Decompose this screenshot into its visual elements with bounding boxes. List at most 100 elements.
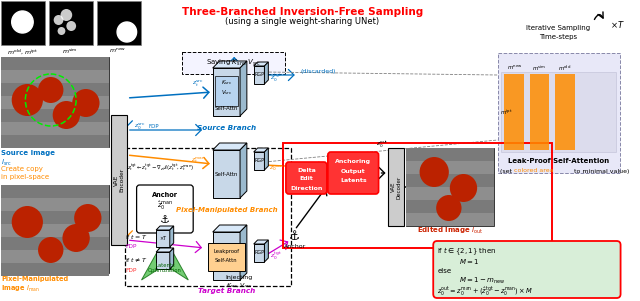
Circle shape xyxy=(54,15,63,25)
Polygon shape xyxy=(212,143,247,150)
Text: $m^{\rm old}$: $m^{\rm old}$ xyxy=(558,63,572,73)
Text: if $t = T$: if $t = T$ xyxy=(125,233,147,241)
Text: Self-Attn: Self-Attn xyxy=(215,259,237,263)
Bar xyxy=(406,174,493,187)
Circle shape xyxy=(52,101,80,129)
Text: if $t \in \{2, 1\}$ then: if $t \in \{2, 1\}$ then xyxy=(437,245,497,257)
Bar xyxy=(1,211,109,224)
Circle shape xyxy=(58,27,65,35)
Text: Target Branch: Target Branch xyxy=(198,288,255,294)
Bar xyxy=(253,244,264,262)
Polygon shape xyxy=(212,225,247,232)
Bar xyxy=(1,70,109,83)
Bar xyxy=(1,57,109,147)
Text: $z_0^{\rm src}$: $z_0^{\rm src}$ xyxy=(134,122,145,132)
Bar xyxy=(406,187,493,200)
Text: Saving $K_{\rm src}, V_{\rm src}$: Saving $K_{\rm src}, V_{\rm src}$ xyxy=(205,58,261,68)
Text: RGP: RGP xyxy=(254,250,264,256)
Circle shape xyxy=(450,174,477,202)
Bar xyxy=(1,96,109,109)
Polygon shape xyxy=(264,240,268,262)
Text: $m^{\rm new}$: $m^{\rm new}$ xyxy=(506,64,522,72)
Circle shape xyxy=(12,84,43,116)
Bar xyxy=(1,263,109,276)
Text: Create copy: Create copy xyxy=(1,166,43,172)
Text: else: else xyxy=(437,268,451,274)
Bar xyxy=(156,252,170,269)
Text: FDP: FDP xyxy=(125,268,136,272)
Text: FDP: FDP xyxy=(125,244,136,249)
Text: $z_0^{\rm tgt}$: $z_0^{\rm tgt}$ xyxy=(270,250,282,262)
Polygon shape xyxy=(253,62,268,66)
Text: $M = 1$: $M = 1$ xyxy=(459,256,479,265)
Bar xyxy=(156,230,170,247)
Text: $m^{\rm sim}$: $m^{\rm sim}$ xyxy=(532,63,547,73)
Text: Leakproof: Leakproof xyxy=(213,250,239,255)
Bar xyxy=(1,185,109,198)
Polygon shape xyxy=(240,143,247,198)
Bar xyxy=(111,115,127,245)
Polygon shape xyxy=(240,225,247,280)
Circle shape xyxy=(38,77,63,103)
Bar xyxy=(530,74,549,150)
Text: Leak-Proof Self-Attention: Leak-Proof Self-Attention xyxy=(508,158,609,164)
Bar xyxy=(212,68,240,116)
Text: Injecting: Injecting xyxy=(225,275,253,281)
Text: Edited Image $I_{\rm out}$: Edited Image $I_{\rm out}$ xyxy=(417,226,483,236)
Circle shape xyxy=(420,157,449,187)
Bar xyxy=(212,150,240,198)
Bar xyxy=(125,148,291,286)
Polygon shape xyxy=(156,226,173,230)
Text: $\hat{z}_0^{\rm man}$: $\hat{z}_0^{\rm man}$ xyxy=(157,200,173,212)
Text: $m^{\rm sim}$: $m^{\rm sim}$ xyxy=(63,47,78,56)
FancyBboxPatch shape xyxy=(136,185,193,233)
Text: colored area: colored area xyxy=(514,169,554,173)
Text: VAE
Decoder: VAE Decoder xyxy=(391,175,401,199)
Text: ×T: ×T xyxy=(159,237,166,241)
Text: if $t \neq T$: if $t \neq T$ xyxy=(125,256,147,264)
FancyBboxPatch shape xyxy=(328,152,379,194)
Text: $m^{\rm old}$, $m^{\rm ipt}$: $m^{\rm old}$, $m^{\rm ipt}$ xyxy=(7,47,38,56)
Text: $K_{\rm src}$: $K_{\rm src}$ xyxy=(221,79,232,88)
Bar xyxy=(49,1,93,45)
Bar xyxy=(406,161,493,174)
Text: Pixel-Manipulated: Pixel-Manipulated xyxy=(1,276,68,282)
Bar xyxy=(406,200,493,213)
Bar xyxy=(1,122,109,135)
Text: $m^{\rm ipt}$: $m^{\rm ipt}$ xyxy=(500,107,512,117)
Text: Pixel-Manipulated Branch: Pixel-Manipulated Branch xyxy=(175,207,277,213)
Polygon shape xyxy=(170,226,173,247)
Text: FDP: FDP xyxy=(149,125,159,129)
FancyBboxPatch shape xyxy=(433,241,621,298)
Text: Time-steps: Time-steps xyxy=(539,34,577,40)
Polygon shape xyxy=(212,61,247,68)
Text: RGP: RGP xyxy=(254,159,264,163)
Text: $z_0^{\rm man}$: $z_0^{\rm man}$ xyxy=(269,163,284,173)
Circle shape xyxy=(12,11,33,33)
Text: Output: Output xyxy=(341,169,365,173)
Text: ⚓: ⚓ xyxy=(160,215,170,225)
Bar xyxy=(406,213,493,226)
Text: $z_t^{\rm tgt} \leftarrow z_t^{\rm tgt} - \nabla_{z_t}\mathcal{E}(z_t^{\rm tgt},: $z_t^{\rm tgt} \leftarrow z_t^{\rm tgt} … xyxy=(127,163,194,173)
Bar xyxy=(388,148,404,226)
Bar xyxy=(1,198,109,211)
Text: to minimal value): to minimal value) xyxy=(572,169,629,173)
Bar xyxy=(1,250,109,263)
Circle shape xyxy=(38,237,63,263)
Bar xyxy=(498,53,620,173)
Text: RGP: RGP xyxy=(254,73,264,77)
Text: $V_{\rm src}$: $V_{\rm src}$ xyxy=(221,88,232,98)
Bar xyxy=(283,143,552,248)
Text: $K_{\rm src}, V_{\rm src}$: $K_{\rm src}, V_{\rm src}$ xyxy=(226,282,252,290)
Bar xyxy=(1,185,109,273)
Bar xyxy=(555,74,575,150)
Text: Anchor: Anchor xyxy=(284,244,306,250)
Bar xyxy=(1,83,109,96)
Text: (set: (set xyxy=(500,169,513,173)
Text: Latents: Latents xyxy=(340,178,367,182)
Bar xyxy=(1,1,45,45)
Bar xyxy=(500,72,616,152)
Text: Three-Branched Inversion-Free Sampling: Three-Branched Inversion-Free Sampling xyxy=(182,7,423,17)
Polygon shape xyxy=(156,248,173,252)
Bar xyxy=(253,152,264,170)
